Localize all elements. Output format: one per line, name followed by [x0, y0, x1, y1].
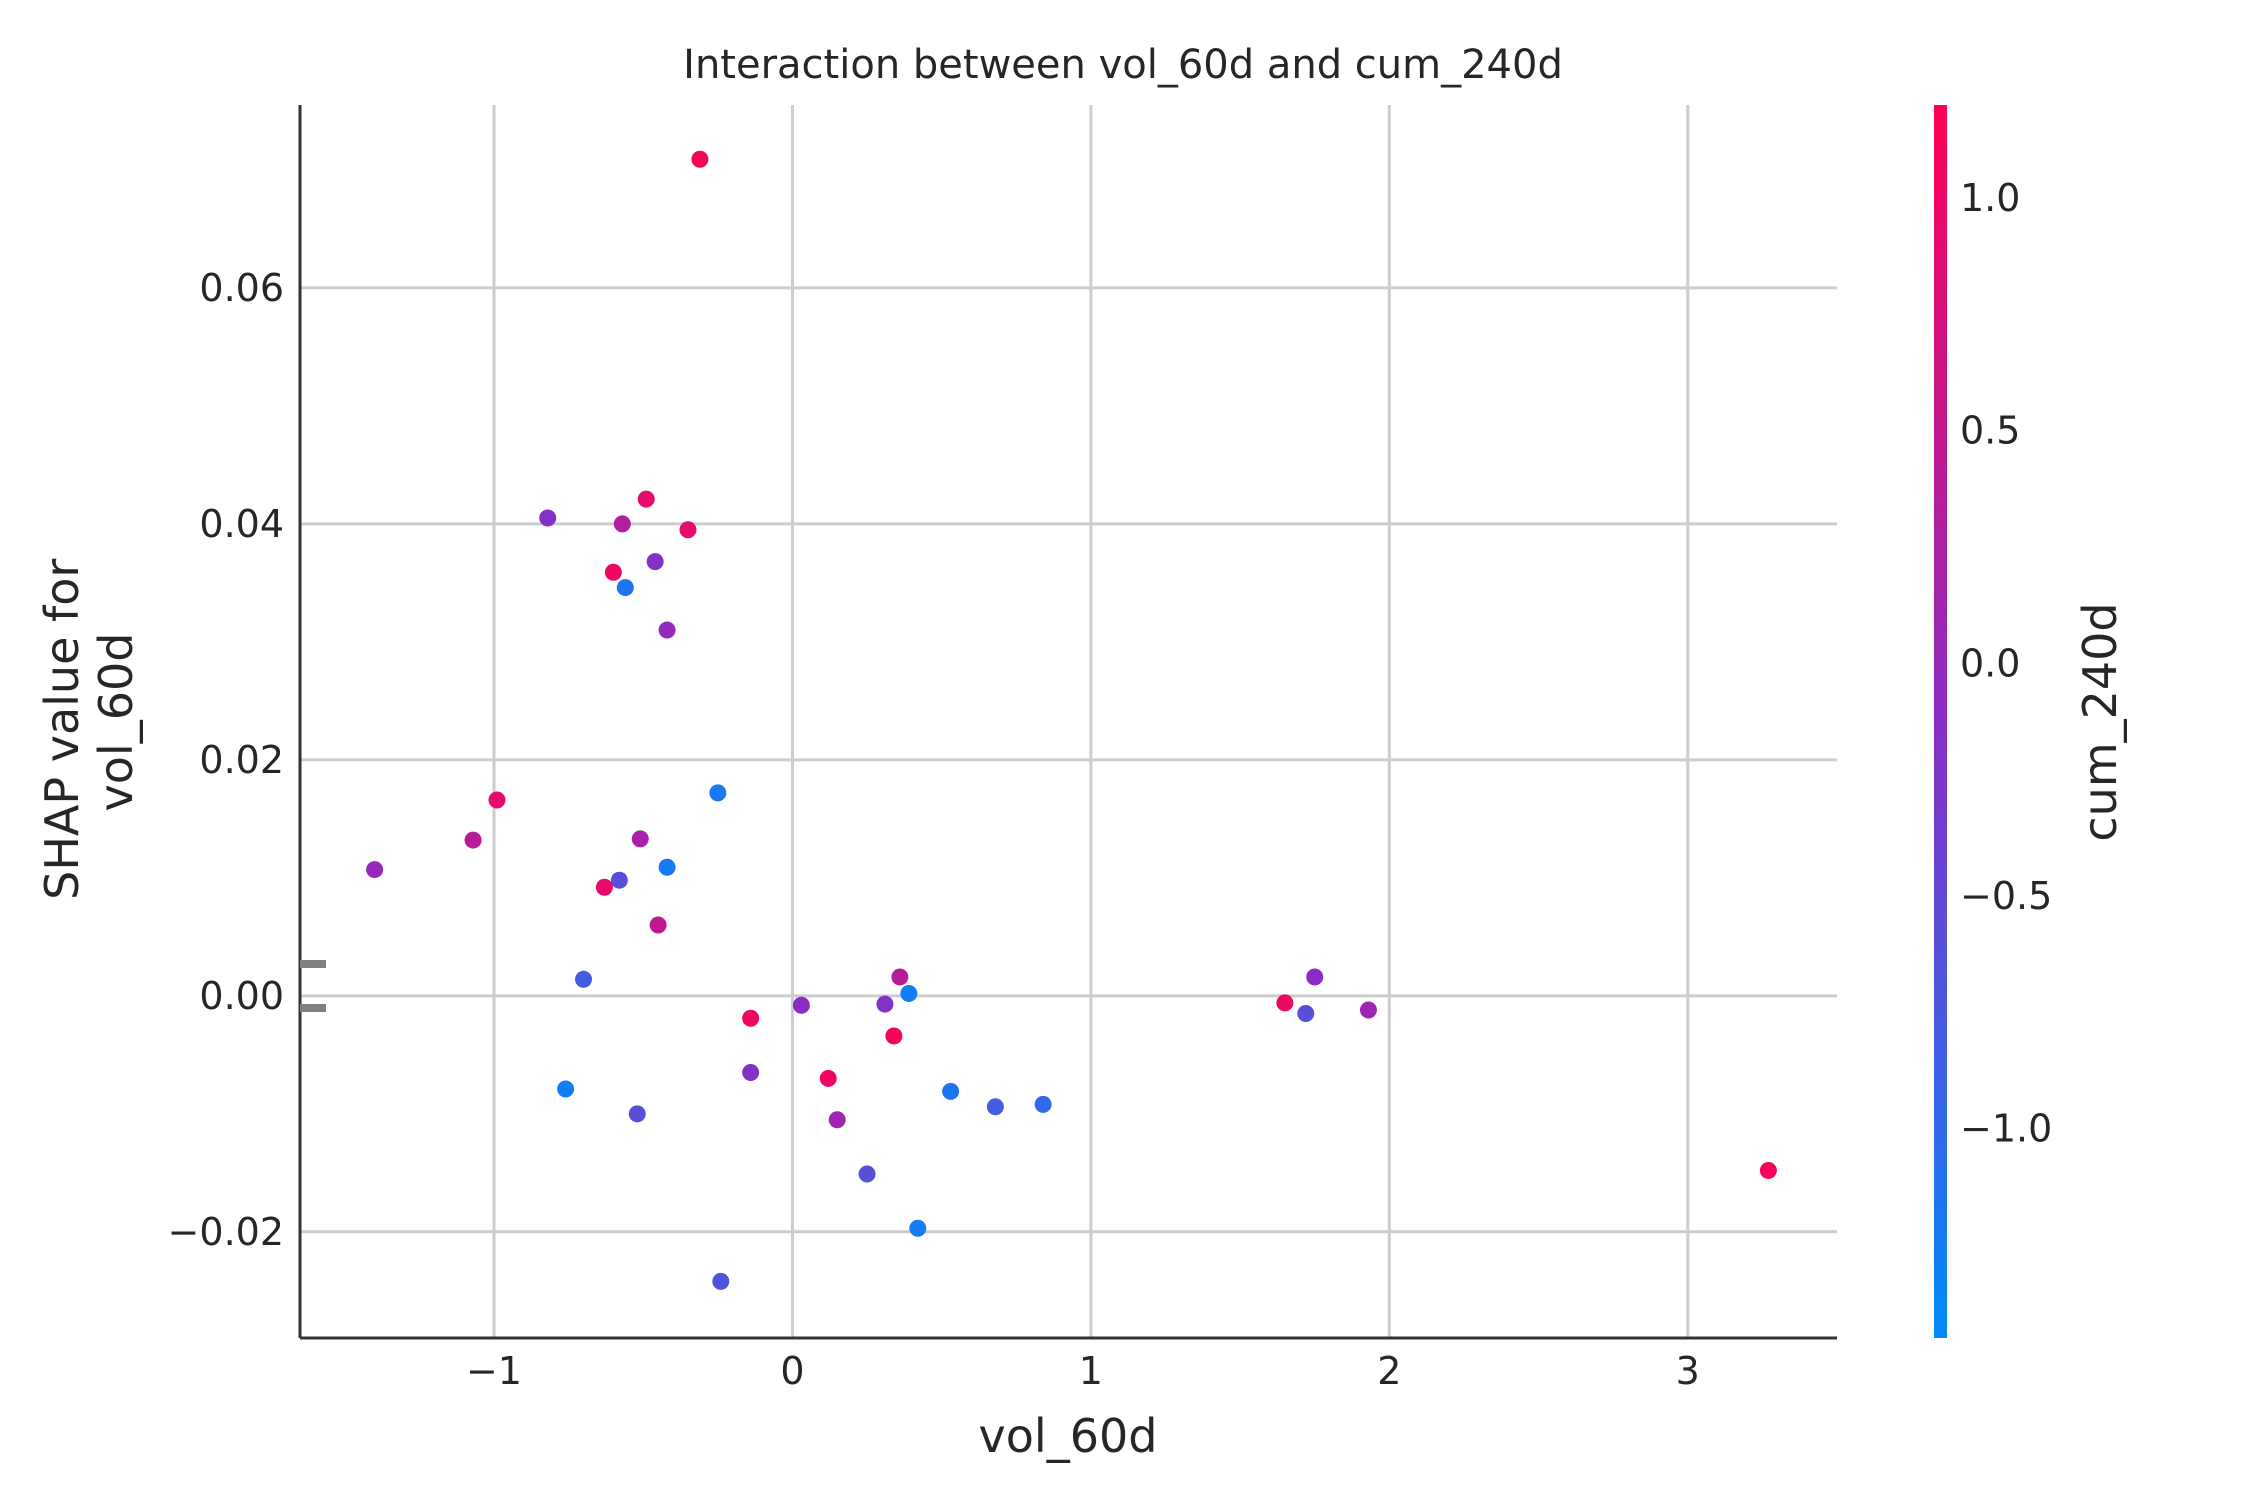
x-axis-label: vol_60d: [979, 1409, 1158, 1463]
colorbar-tick-label: −1.0: [1960, 1107, 2052, 1151]
colorbar-ticks: −1.0 −0.5 0.0 0.5 1.0: [1960, 176, 2052, 1151]
scatter-point: [613, 515, 631, 533]
chart-title: Interaction between vol_60d and cum_240d: [683, 42, 1563, 88]
x-tick-label: 3: [1676, 1349, 1700, 1393]
scatter-point: [610, 871, 628, 889]
y-axis-marginal-bar: [300, 1004, 326, 1012]
scatter-point: [1297, 1005, 1315, 1023]
x-tick-label: 1: [1079, 1349, 1103, 1393]
scatter-point: [792, 996, 810, 1014]
y-tick-label: 0.02: [199, 738, 284, 782]
scatter-point: [464, 831, 482, 849]
scatter-point: [900, 984, 918, 1002]
scatter-point: [1034, 1095, 1052, 1113]
axes: [298, 105, 1837, 1340]
scatter-point: [1359, 1001, 1377, 1019]
scatter-point: [646, 553, 664, 571]
gridlines: [300, 105, 1837, 1338]
colorbar-label: cum_240d: [2073, 602, 2127, 841]
scatter-point: [891, 968, 909, 986]
y-tick-label: −0.02: [168, 1210, 284, 1254]
y-tick-label: 0.00: [199, 974, 284, 1018]
scatter-point: [637, 490, 655, 508]
colorbar: −1.0 −0.5 0.0 0.5 1.0 cum_240d: [1934, 105, 2127, 1338]
scatter-point: [712, 1272, 730, 1290]
scatter-point: [819, 1069, 837, 1087]
scatter-point: [628, 1105, 646, 1123]
x-axis-ticks: −1 0 1 2 3: [466, 1349, 1700, 1393]
scatter-point: [742, 1064, 760, 1082]
y-tick-label: 0.06: [199, 266, 284, 310]
scatter-point: [658, 621, 676, 639]
scatter-point: [1759, 1161, 1777, 1179]
scatter-point: [616, 579, 634, 597]
x-tick-label: 2: [1377, 1349, 1401, 1393]
scatter-point: [575, 970, 593, 988]
y-axis-label-line-2: vol_60d: [89, 633, 143, 812]
scatter-point: [691, 150, 709, 168]
scatter-point: [658, 858, 676, 876]
scatter-point: [631, 830, 649, 848]
x-tick-label: 0: [780, 1349, 804, 1393]
x-tick-label: −1: [466, 1349, 522, 1393]
y-axis-label: SHAP value for vol_60d: [35, 544, 143, 900]
scatter-point: [709, 784, 727, 802]
colorbar-gradient: [1934, 105, 1947, 1338]
scatter-point: [539, 509, 557, 527]
y-axis-marginal-bar: [300, 960, 326, 968]
scatter-point: [885, 1027, 903, 1045]
scatter-point: [942, 1082, 960, 1100]
scatter-point: [1276, 994, 1294, 1012]
scatter-point: [679, 521, 697, 539]
colorbar-tick-label: 0.0: [1960, 641, 2020, 685]
scatter-point: [604, 563, 622, 581]
scatter-point: [366, 861, 384, 879]
scatter-point: [649, 916, 667, 934]
scatter-point: [488, 791, 506, 809]
scatter-point: [828, 1111, 846, 1129]
scatter-point: [909, 1219, 927, 1237]
scatter-point: [595, 878, 613, 896]
scatter-point: [876, 995, 894, 1013]
y-axis-ticks: −0.02 0.00 0.02 0.04 0.06: [168, 266, 284, 1254]
y-axis-label-line-1: SHAP value for: [35, 559, 89, 900]
scatter-point: [1306, 968, 1324, 986]
scatter-point: [986, 1098, 1004, 1116]
y-tick-label: 0.04: [199, 502, 284, 546]
scatter-point: [557, 1080, 575, 1098]
colorbar-tick-label: 0.5: [1960, 409, 2020, 453]
data-points: [366, 150, 1777, 1290]
scatter-point: [858, 1165, 876, 1183]
colorbar-tick-label: −0.5: [1960, 874, 2052, 918]
scatter-point: [742, 1009, 760, 1027]
colorbar-tick-label: 1.0: [1960, 176, 2020, 220]
